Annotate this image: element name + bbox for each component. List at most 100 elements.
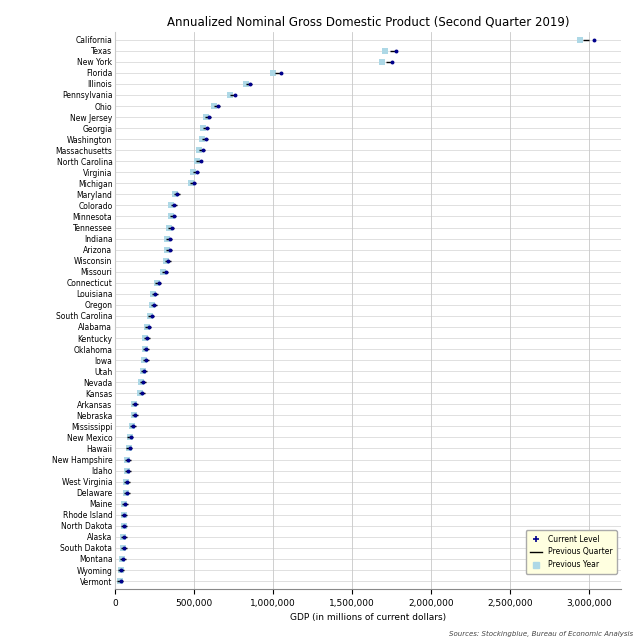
Point [169, 200, 179, 211]
Point [161, 244, 172, 255]
Point [124, 433, 134, 443]
Point [164, 223, 174, 233]
Point [166, 200, 177, 211]
Point [115, 576, 125, 586]
Point [387, 57, 397, 67]
Point [130, 410, 140, 420]
Title: Annualized Nominal Gross Domestic Product (Second Quarter 2019): Annualized Nominal Gross Domestic Produc… [167, 15, 569, 28]
Point [143, 322, 154, 332]
Point [129, 399, 139, 410]
Point [230, 90, 240, 100]
Point [124, 444, 134, 454]
Point [188, 167, 198, 177]
Point [121, 488, 131, 498]
Point [125, 433, 136, 443]
Point [164, 244, 175, 255]
Point [118, 543, 129, 553]
Point [202, 123, 212, 133]
Point [119, 499, 129, 509]
Point [139, 355, 149, 365]
X-axis label: GDP (in millions of current dollars): GDP (in millions of current dollars) [290, 613, 446, 622]
Point [118, 543, 128, 553]
Point [204, 112, 214, 122]
Point [150, 289, 160, 299]
Point [172, 189, 182, 200]
Point [154, 278, 164, 288]
Point [148, 289, 158, 299]
Point [122, 477, 132, 487]
Point [118, 532, 129, 542]
Point [138, 377, 148, 387]
Point [163, 255, 173, 266]
Point [119, 532, 129, 542]
Point [268, 68, 278, 78]
Point [118, 509, 129, 520]
Point [245, 79, 255, 89]
Point [118, 521, 129, 531]
Point [167, 223, 177, 233]
Point [129, 410, 139, 420]
Point [117, 554, 127, 564]
Point [377, 57, 387, 67]
Point [119, 521, 129, 531]
Point [124, 444, 134, 454]
Point [189, 178, 199, 188]
Point [141, 322, 152, 332]
Point [152, 278, 163, 288]
Point [197, 134, 207, 144]
Point [147, 311, 157, 321]
Point [123, 454, 133, 465]
Point [198, 123, 208, 133]
Point [118, 554, 128, 564]
Point [127, 421, 138, 431]
Point [119, 509, 129, 520]
Point [140, 344, 150, 354]
Point [138, 366, 148, 376]
Point [161, 255, 171, 266]
Point [198, 145, 208, 156]
Point [201, 134, 211, 144]
Point [116, 565, 126, 575]
Point [128, 421, 138, 431]
Point [141, 344, 152, 354]
Point [158, 267, 168, 277]
Point [589, 35, 599, 45]
Point [165, 234, 175, 244]
Point [161, 267, 171, 277]
Point [191, 156, 202, 166]
Point [147, 300, 157, 310]
Point [195, 156, 205, 166]
Point [168, 211, 179, 221]
Point [141, 355, 151, 365]
Point [225, 90, 236, 100]
Point [186, 178, 196, 188]
Point [137, 388, 147, 398]
Point [122, 488, 132, 498]
Point [162, 234, 172, 244]
Point [276, 68, 286, 78]
Point [213, 101, 223, 111]
Point [191, 167, 202, 177]
Point [194, 145, 204, 156]
Point [149, 300, 159, 310]
Point [122, 477, 132, 487]
Point [166, 211, 176, 221]
Point [122, 454, 132, 465]
Point [140, 366, 150, 376]
Point [120, 499, 130, 509]
Point [209, 101, 220, 111]
Point [200, 112, 211, 122]
Point [575, 35, 585, 45]
Point [116, 565, 126, 575]
Point [145, 311, 155, 321]
Point [241, 79, 251, 89]
Point [170, 189, 180, 200]
Point [140, 333, 150, 343]
Text: Sources: Stockingblue, Bureau of Economic Analysis: Sources: Stockingblue, Bureau of Economi… [449, 630, 634, 637]
Point [142, 333, 152, 343]
Point [115, 576, 125, 586]
Legend: Current Level, Previous Quarter, Previous Year: Current Level, Previous Quarter, Previou… [525, 530, 617, 574]
Point [391, 45, 401, 56]
Point [123, 465, 133, 476]
Point [135, 388, 145, 398]
